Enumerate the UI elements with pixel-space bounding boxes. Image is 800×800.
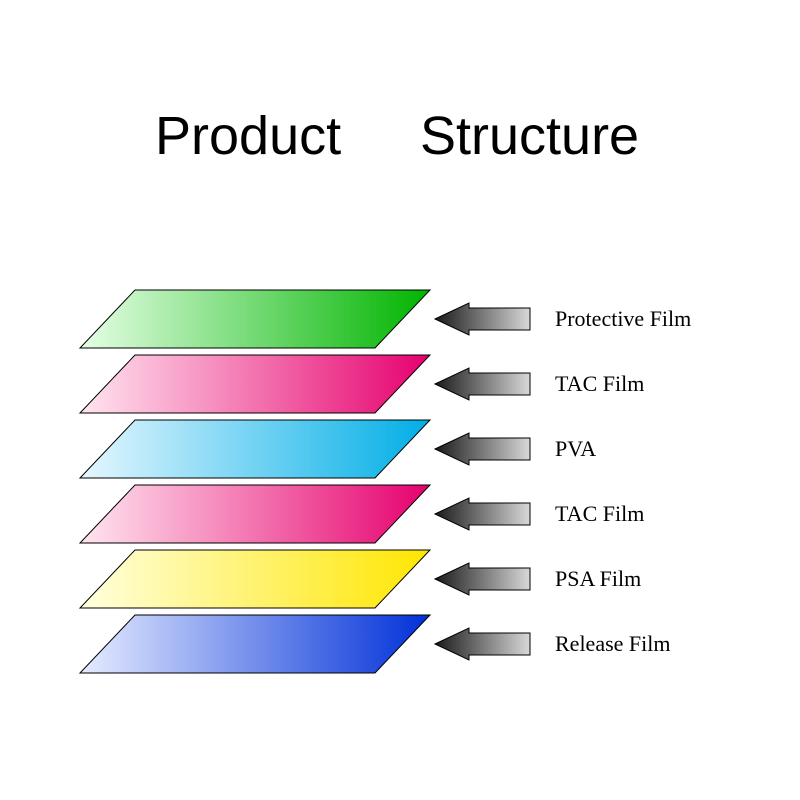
arrow-icon xyxy=(435,628,530,660)
layer-label-5: Release Film xyxy=(555,631,670,657)
arrow-icon xyxy=(435,368,530,400)
layer-label-0: Protective Film xyxy=(555,306,691,332)
layer-label-2: PVA xyxy=(555,436,596,462)
layer-plate-1 xyxy=(80,355,430,413)
layer-plate-0 xyxy=(80,290,430,348)
layer-label-4: PSA Film xyxy=(555,566,641,592)
arrow-icon xyxy=(435,433,530,465)
diagram-canvas: Product Structure Protective FilmTAC Fil… xyxy=(0,0,800,800)
layers-svg xyxy=(0,0,800,800)
layer-plate-5 xyxy=(80,615,430,673)
layer-plate-3 xyxy=(80,485,430,543)
layer-plate-4 xyxy=(80,550,430,608)
arrow-icon xyxy=(435,563,530,595)
arrow-icon xyxy=(435,498,530,530)
arrow-icon xyxy=(435,303,530,335)
layer-label-3: TAC Film xyxy=(555,501,644,527)
layer-label-1: TAC Film xyxy=(555,371,644,397)
layer-plate-2 xyxy=(80,420,430,478)
